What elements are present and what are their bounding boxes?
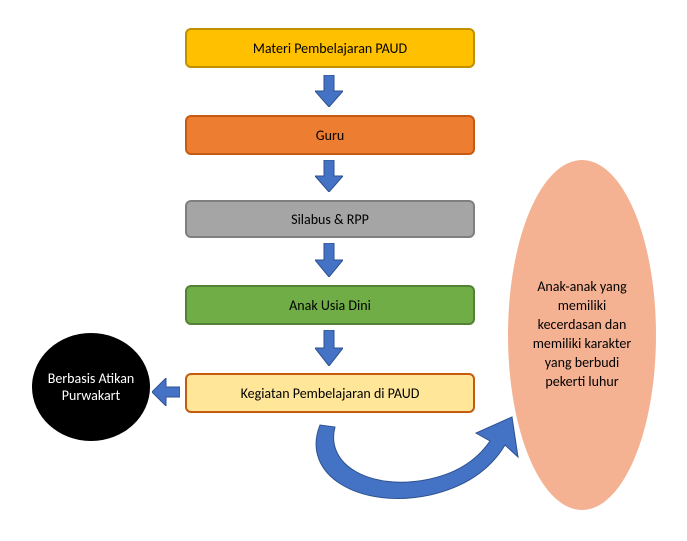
box-label: Anak Usia Dini (289, 297, 371, 314)
ellipse-label: Berbasis Atikan Purwakart (38, 370, 144, 405)
box-label: Kegiatan Pembelajaran di PAUD (241, 385, 420, 402)
box-label: Silabus & RPP (291, 211, 369, 228)
arrow-down-icon (315, 243, 343, 277)
curved-arrow-icon (300, 415, 530, 515)
flowchart-box-guru: Guru (185, 115, 475, 155)
arrow-down-icon (315, 75, 343, 107)
box-label: Materi Pembelajaran PAUD (253, 40, 407, 57)
flowchart-box-materi: Materi Pembelajaran PAUD (185, 28, 475, 68)
arrow-left-icon (152, 378, 180, 406)
ellipse-berbasis: Berbasis Atikan Purwakart (32, 333, 150, 441)
arrow-down-icon (315, 160, 343, 192)
flowchart-box-silabus: Silabus & RPP (185, 200, 475, 238)
flowchart-box-anak: Anak Usia Dini (185, 285, 475, 325)
ellipse-anak-anak: Anak-anak yang memiliki kecerdasan dan m… (508, 160, 656, 510)
arrow-down-icon (315, 330, 343, 366)
ellipse-label: Anak-anak yang memiliki kecerdasan dan m… (526, 278, 638, 391)
box-label: Guru (316, 127, 344, 144)
flowchart-box-kegiatan: Kegiatan Pembelajaran di PAUD (185, 373, 475, 413)
